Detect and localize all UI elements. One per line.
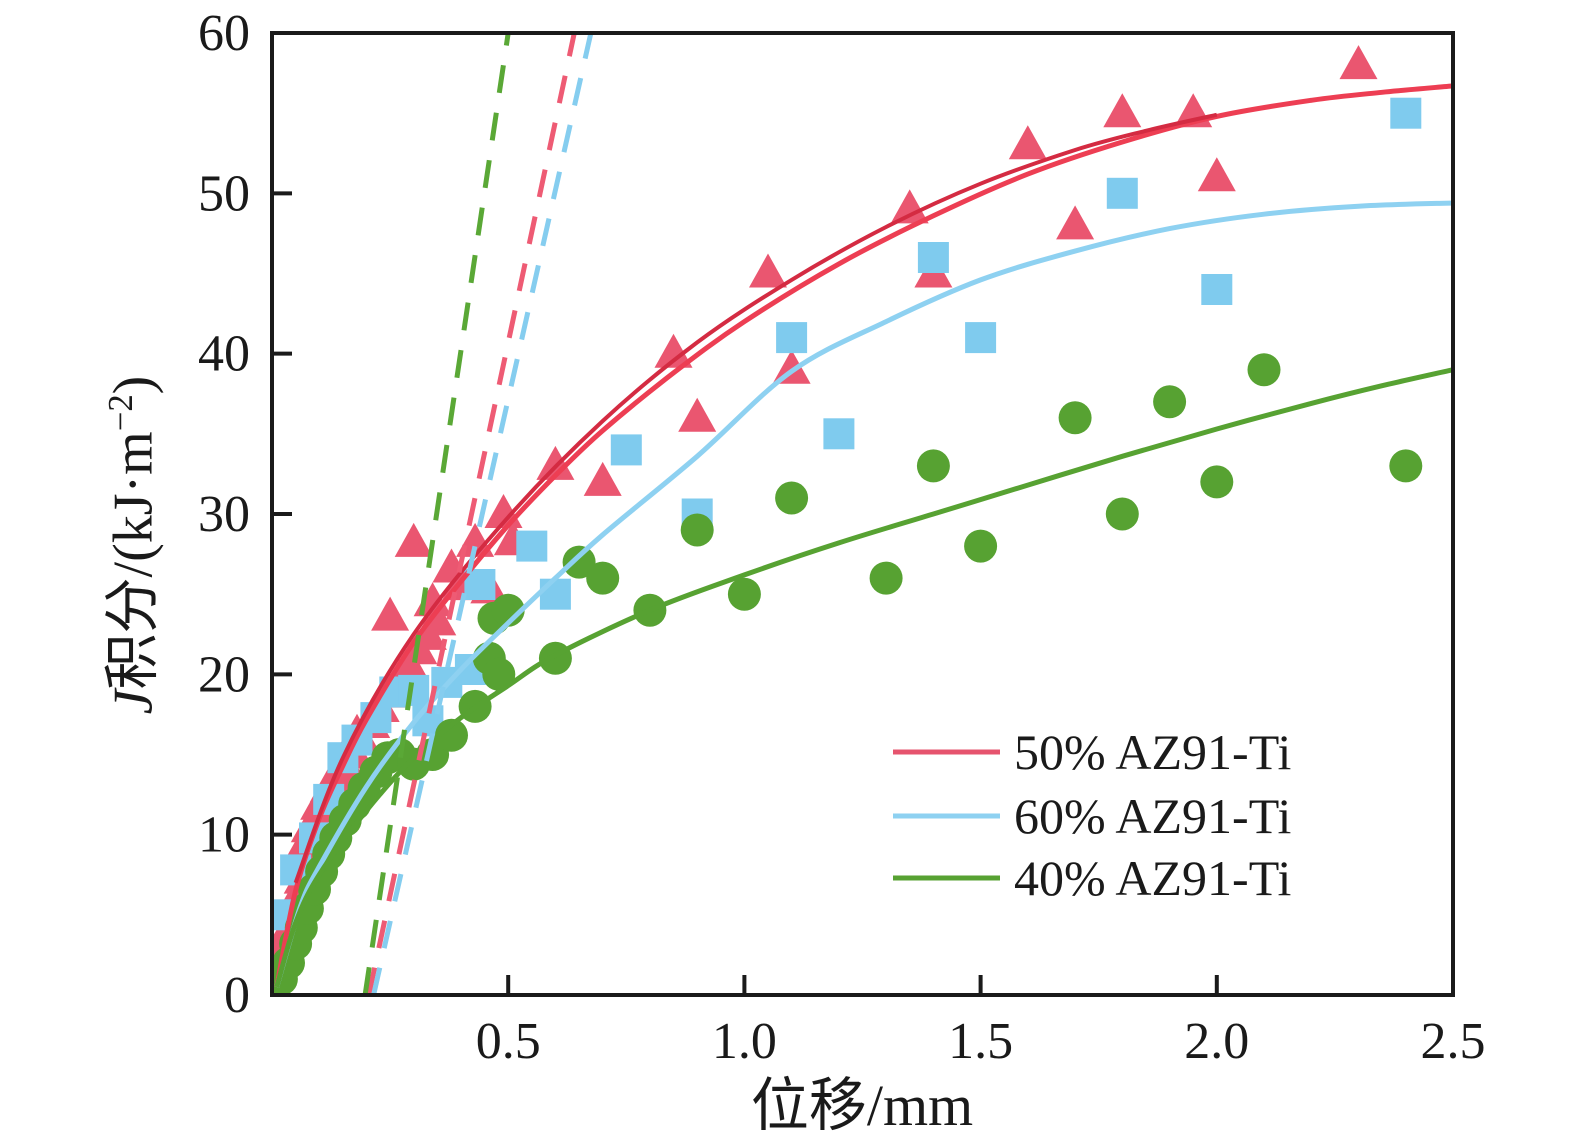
y-tick-label: 40	[198, 326, 250, 383]
fit-curve-40-az91-ti-fit	[274, 367, 1453, 988]
y-axis-title-main: 积分/(kJ·m	[102, 431, 165, 690]
x-tick-label: 1.5	[948, 1013, 1013, 1070]
marker-60-az91-ti	[610, 434, 642, 466]
marker-40-az91-ti	[562, 545, 596, 579]
marker-50-az91-ti	[1056, 205, 1095, 240]
marker-60-az91-ti	[917, 242, 949, 273]
marker-50-az91-ti	[749, 253, 787, 288]
x-tick-label: 0.5	[476, 1013, 541, 1070]
marker-60-az91-ti	[823, 418, 855, 450]
marker-40-az91-ti	[435, 718, 468, 752]
x-tick-label: 1.0	[712, 1013, 777, 1070]
marker-50-az91-ti	[394, 522, 433, 557]
marker-50-az91-ti	[678, 397, 717, 432]
legend-label-60-az91-ti: 60% AZ91-Ti	[1014, 788, 1291, 844]
blunting-line-60-blunting-line	[371, 33, 594, 995]
marker-40-az91-ti	[1200, 465, 1234, 499]
marker-50-az91-ti	[1103, 93, 1142, 128]
marker-50-az91-ti	[371, 596, 410, 631]
marker-60-az91-ti	[1201, 274, 1233, 305]
marker-60-az91-ti	[776, 322, 808, 354]
fit-curve-60-az91-ti-fit	[274, 200, 1453, 988]
marker-60-az91-ti	[539, 578, 571, 610]
x-tick-label: 2.5	[1421, 1013, 1486, 1070]
marker-40-az91-ti	[775, 481, 809, 515]
marker-50-az91-ti	[536, 445, 575, 480]
legend: 50% AZ91-Ti 60% AZ91-Ti 40% AZ91-Ti	[893, 724, 1291, 906]
marker-40-az91-ti	[1389, 449, 1423, 483]
marker-50-az91-ti	[654, 333, 693, 368]
marker-50-az91-ti	[890, 189, 929, 224]
marker-40-az91-ti	[586, 561, 620, 595]
y-axis-title-symbol: J	[102, 689, 165, 715]
y-tick-label: 0	[224, 967, 250, 1024]
marker-60-az91-ti	[1390, 97, 1422, 129]
legend-label-40-az91-ti: 40% AZ91-Ti	[1014, 850, 1291, 906]
marker-40-az91-ti	[916, 449, 950, 483]
marker-40-az91-ti	[482, 657, 516, 691]
marker-40-az91-ti	[1058, 401, 1092, 435]
y-tick-label: 20	[198, 646, 250, 703]
marker-40-az91-ti	[680, 513, 714, 547]
marker-50-az91-ti	[772, 349, 811, 384]
marker-40-az91-ti	[869, 561, 903, 595]
y-axis-title: J积分/(kJ·m−2)	[88, 376, 169, 715]
marker-40-az91-ti	[964, 529, 998, 563]
marker-40-az91-ti	[1247, 353, 1281, 387]
marker-60-az91-ti	[965, 322, 997, 354]
curves-layer	[274, 33, 1453, 995]
axes-layer: 0.5 1.0 1.5 2.0 2.5 0 10 20 30 40 50 60	[198, 5, 1486, 1070]
legend-label-50-az91-ti: 50% AZ91-Ti	[1014, 724, 1291, 780]
y-tick-label: 60	[198, 5, 250, 62]
y-axis-title-exponent: −2	[100, 394, 140, 432]
blunting-line-50-blunting-line	[366, 33, 577, 995]
marker-60-az91-ti	[1106, 177, 1138, 209]
marker-60-az91-ti	[398, 674, 430, 706]
blunting-line-40-blunting-line	[362, 33, 511, 995]
marker-50-az91-ti	[583, 461, 622, 496]
marker-50-az91-ti	[1197, 157, 1236, 192]
marker-40-az91-ti	[1105, 497, 1139, 531]
marker-50-az91-ti	[1339, 45, 1378, 80]
marker-60-az91-ti	[516, 530, 548, 562]
marker-50-az91-ti	[1008, 125, 1047, 160]
marker-40-az91-ti	[1153, 385, 1187, 419]
marker-40-az91-ti	[727, 577, 761, 611]
fit-curve-50-az91-ti-fit-upper	[293, 112, 1218, 884]
x-tick-label: 2.0	[1184, 1013, 1249, 1070]
y-tick-label: 10	[198, 807, 250, 864]
x-axis-title: 位移/mm	[750, 1073, 974, 1138]
y-axis-title-close: )	[102, 375, 165, 395]
y-tick-label: 30	[198, 486, 250, 543]
y-tick-label: 50	[198, 165, 250, 222]
